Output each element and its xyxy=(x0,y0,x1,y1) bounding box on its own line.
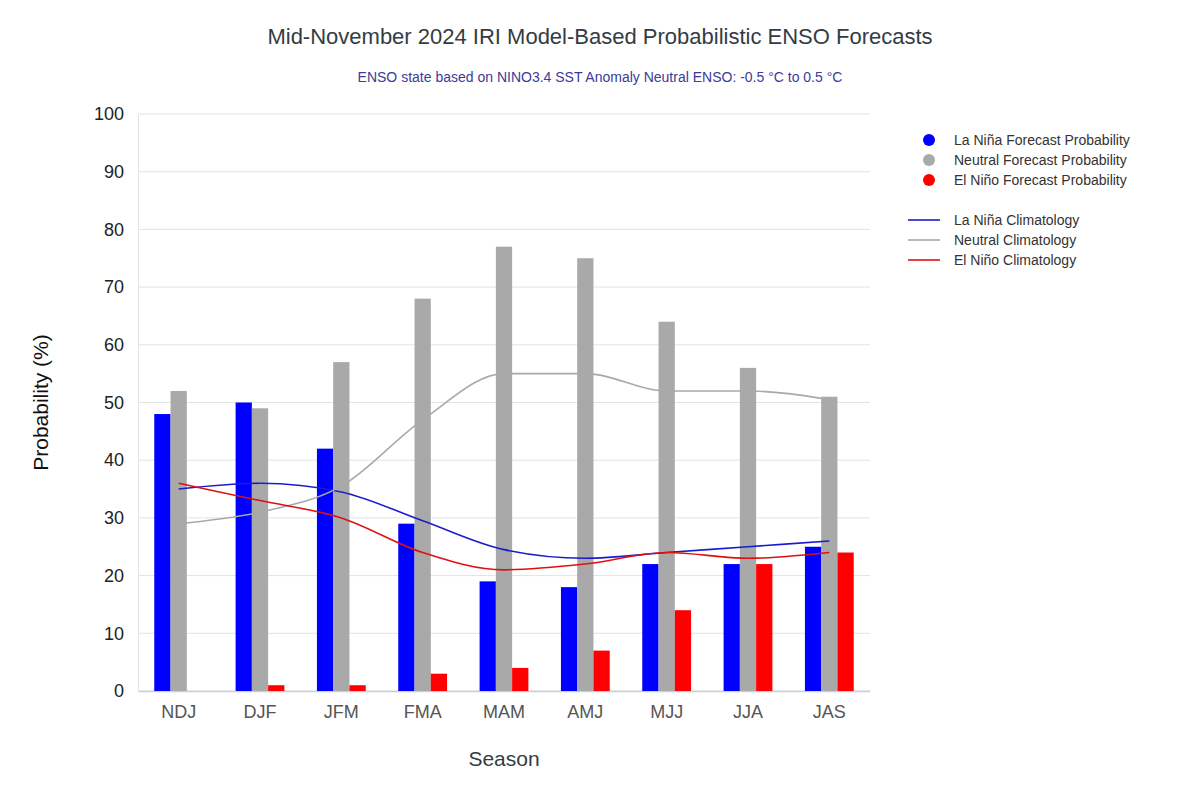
bar xyxy=(642,564,658,691)
bar xyxy=(837,553,853,691)
bar xyxy=(236,403,252,692)
bar xyxy=(268,685,284,691)
bar xyxy=(333,362,349,691)
bar xyxy=(252,408,268,691)
climatology-line xyxy=(179,483,830,558)
bar xyxy=(577,258,593,691)
x-tick-label: JJA xyxy=(733,702,763,722)
subtitle: ENSO state based on NINO3.4 SST Anomaly … xyxy=(358,69,843,85)
grid-line xyxy=(138,114,870,115)
bar xyxy=(659,322,675,691)
legend-marker xyxy=(923,134,935,146)
y-axis-title: Probability (%) xyxy=(29,334,52,471)
x-axis: NDJ DJF JFM FMA MAM AMJ MJJ JJA JAS xyxy=(139,692,871,722)
bar xyxy=(561,587,577,691)
y-axis-line xyxy=(138,115,139,692)
x-tick-label: MJJ xyxy=(650,702,683,722)
bar xyxy=(675,610,691,691)
x-tick-label: FMA xyxy=(404,702,442,722)
y-tick-label: 80 xyxy=(104,220,124,240)
bar xyxy=(724,564,740,691)
y-tick-label: 0 xyxy=(114,681,124,701)
y-tick: 10 xyxy=(104,624,138,644)
x-tick-label: JFM xyxy=(324,702,359,722)
grid-line xyxy=(138,229,870,230)
bar-series xyxy=(268,553,854,691)
legend-label: La Niña Forecast Probability xyxy=(954,132,1130,148)
x-tick-label: AMJ xyxy=(567,702,603,722)
bar xyxy=(480,581,496,691)
y-tick-label: 40 xyxy=(104,450,124,470)
x-tick: JJA xyxy=(733,702,763,722)
y-tick-label: 50 xyxy=(104,393,124,413)
y-tick: 60 xyxy=(104,335,138,355)
legend: La Niña Forecast Probability Neutral Fore… xyxy=(908,132,1130,268)
legend-marker xyxy=(923,174,935,186)
chart: Mid-November 2024 IRI Model-Based Probab… xyxy=(0,0,1200,800)
y-tick: 0 xyxy=(114,681,138,701)
bar xyxy=(171,391,187,691)
y-tick: 30 xyxy=(104,508,138,528)
x-tick-label: JAS xyxy=(813,702,846,722)
bar-series xyxy=(171,247,838,691)
legend-label: La Niña Climatology xyxy=(954,212,1079,228)
y-tick: 80 xyxy=(104,220,138,240)
bar xyxy=(821,397,837,691)
x-axis-title: Season xyxy=(468,747,539,770)
y-tick: 100 xyxy=(94,104,138,124)
legend-label: Neutral Climatology xyxy=(954,232,1076,248)
bar xyxy=(740,368,756,691)
bar xyxy=(496,247,512,691)
bar xyxy=(187,691,203,692)
y-tick: 50 xyxy=(104,393,138,413)
bar xyxy=(431,674,447,691)
bar xyxy=(593,651,609,691)
grid-line xyxy=(138,171,870,172)
y-tick: 70 xyxy=(104,277,138,297)
bar xyxy=(349,685,365,691)
plot: 0 10 20 30 40 50 60 70 80 90 100 NDJ DJF JFM FMA MAM AMJ… xyxy=(94,104,871,722)
x-tick: JFM xyxy=(324,702,359,722)
legend-label: El Niño Climatology xyxy=(954,252,1076,268)
x-tick: AMJ xyxy=(567,702,603,722)
y-tick: 20 xyxy=(104,566,138,586)
x-tick: NDJ xyxy=(161,702,196,722)
y-tick-label: 70 xyxy=(104,277,124,297)
x-tick: JAS xyxy=(813,702,846,722)
bar xyxy=(317,449,333,691)
bar xyxy=(756,564,772,691)
y-tick-label: 90 xyxy=(104,162,124,182)
grid xyxy=(138,114,870,691)
legend-marker xyxy=(908,219,940,221)
bar-series xyxy=(154,403,821,692)
x-tick: FMA xyxy=(404,702,442,722)
y-tick-label: 20 xyxy=(104,566,124,586)
x-tick-label: NDJ xyxy=(161,702,196,722)
legend-label: Neutral Forecast Probability xyxy=(954,152,1127,168)
x-tick: DJF xyxy=(244,702,277,722)
x-tick-label: DJF xyxy=(244,702,277,722)
y-tick-label: 60 xyxy=(104,335,124,355)
x-tick-label: MAM xyxy=(483,702,525,722)
legend-marker xyxy=(923,154,935,166)
y-tick: 90 xyxy=(104,162,138,182)
bar xyxy=(512,668,528,691)
climatology-line xyxy=(179,483,830,570)
title: Mid-November 2024 IRI Model-Based Probab… xyxy=(267,24,932,49)
climatology-line xyxy=(179,374,830,524)
y-tick-label: 100 xyxy=(94,104,124,124)
legend-marker xyxy=(908,259,940,261)
y-tick: 40 xyxy=(104,450,138,470)
bar xyxy=(805,547,821,691)
x-tick: MAM xyxy=(483,702,525,722)
legend-marker xyxy=(908,239,940,241)
y-axis: 0 10 20 30 40 50 60 70 80 90 100 xyxy=(94,104,139,701)
y-tick-label: 10 xyxy=(104,624,124,644)
bar xyxy=(154,414,170,691)
x-tick: MJJ xyxy=(650,702,683,722)
y-tick-label: 30 xyxy=(104,508,124,528)
bar xyxy=(415,299,431,691)
legend-label: El Niño Forecast Probability xyxy=(954,172,1127,188)
marks xyxy=(154,247,853,691)
